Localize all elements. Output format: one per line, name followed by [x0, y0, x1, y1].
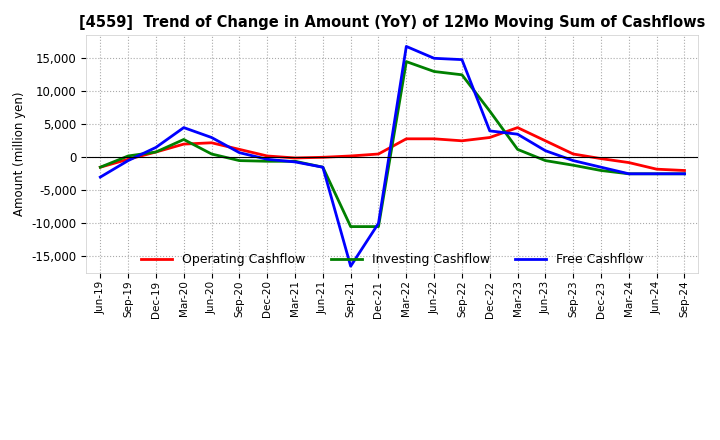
Operating Cashflow: [458, 138, 467, 143]
Free Cashflow: [569, 158, 577, 163]
Investing Cashflow: [179, 137, 188, 142]
Operating Cashflow: [624, 160, 633, 165]
Free Cashflow: [513, 132, 522, 137]
Free Cashflow: [263, 157, 271, 162]
Free Cashflow: [680, 171, 689, 176]
Free Cashflow: [207, 135, 216, 140]
Investing Cashflow: [235, 158, 243, 163]
Operating Cashflow: [402, 136, 410, 141]
Line: Free Cashflow: Free Cashflow: [100, 46, 685, 266]
Operating Cashflow: [152, 150, 161, 155]
Investing Cashflow: [96, 165, 104, 170]
Line: Operating Cashflow: Operating Cashflow: [100, 128, 685, 170]
Line: Investing Cashflow: Investing Cashflow: [100, 62, 685, 227]
Operating Cashflow: [179, 141, 188, 147]
Free Cashflow: [291, 159, 300, 165]
Operating Cashflow: [318, 154, 327, 160]
Free Cashflow: [652, 171, 661, 176]
Investing Cashflow: [402, 59, 410, 64]
Operating Cashflow: [96, 165, 104, 170]
Title: [4559]  Trend of Change in Amount (YoY) of 12Mo Moving Sum of Cashflows: [4559] Trend of Change in Amount (YoY) o…: [79, 15, 706, 30]
Operating Cashflow: [541, 138, 550, 143]
Operating Cashflow: [235, 147, 243, 152]
Investing Cashflow: [597, 168, 606, 173]
Free Cashflow: [346, 264, 355, 269]
Free Cashflow: [430, 55, 438, 61]
Operating Cashflow: [652, 166, 661, 172]
Free Cashflow: [624, 171, 633, 176]
Investing Cashflow: [291, 158, 300, 164]
Legend: Operating Cashflow, Investing Cashflow, Free Cashflow: Operating Cashflow, Investing Cashflow, …: [136, 248, 649, 271]
Investing Cashflow: [263, 158, 271, 164]
Free Cashflow: [235, 150, 243, 155]
Operating Cashflow: [263, 153, 271, 158]
Free Cashflow: [458, 57, 467, 62]
Free Cashflow: [597, 165, 606, 170]
Free Cashflow: [179, 125, 188, 130]
Operating Cashflow: [430, 136, 438, 141]
Investing Cashflow: [152, 150, 161, 155]
Y-axis label: Amount (million yen): Amount (million yen): [13, 92, 26, 216]
Investing Cashflow: [458, 72, 467, 77]
Operating Cashflow: [597, 156, 606, 161]
Free Cashflow: [374, 220, 383, 226]
Investing Cashflow: [624, 171, 633, 176]
Operating Cashflow: [346, 153, 355, 158]
Operating Cashflow: [124, 157, 132, 162]
Operating Cashflow: [569, 151, 577, 157]
Investing Cashflow: [485, 108, 494, 114]
Investing Cashflow: [374, 224, 383, 229]
Investing Cashflow: [652, 171, 661, 176]
Investing Cashflow: [680, 171, 689, 176]
Free Cashflow: [152, 145, 161, 150]
Operating Cashflow: [207, 140, 216, 145]
Operating Cashflow: [513, 125, 522, 130]
Investing Cashflow: [569, 162, 577, 168]
Investing Cashflow: [207, 151, 216, 157]
Operating Cashflow: [291, 155, 300, 161]
Investing Cashflow: [513, 147, 522, 152]
Investing Cashflow: [541, 158, 550, 163]
Investing Cashflow: [124, 153, 132, 158]
Free Cashflow: [541, 148, 550, 153]
Operating Cashflow: [485, 135, 494, 140]
Free Cashflow: [402, 44, 410, 49]
Operating Cashflow: [680, 168, 689, 173]
Free Cashflow: [485, 128, 494, 134]
Free Cashflow: [96, 174, 104, 180]
Free Cashflow: [124, 158, 132, 163]
Investing Cashflow: [430, 69, 438, 74]
Investing Cashflow: [318, 165, 327, 170]
Investing Cashflow: [346, 224, 355, 229]
Free Cashflow: [318, 165, 327, 170]
Operating Cashflow: [374, 151, 383, 157]
